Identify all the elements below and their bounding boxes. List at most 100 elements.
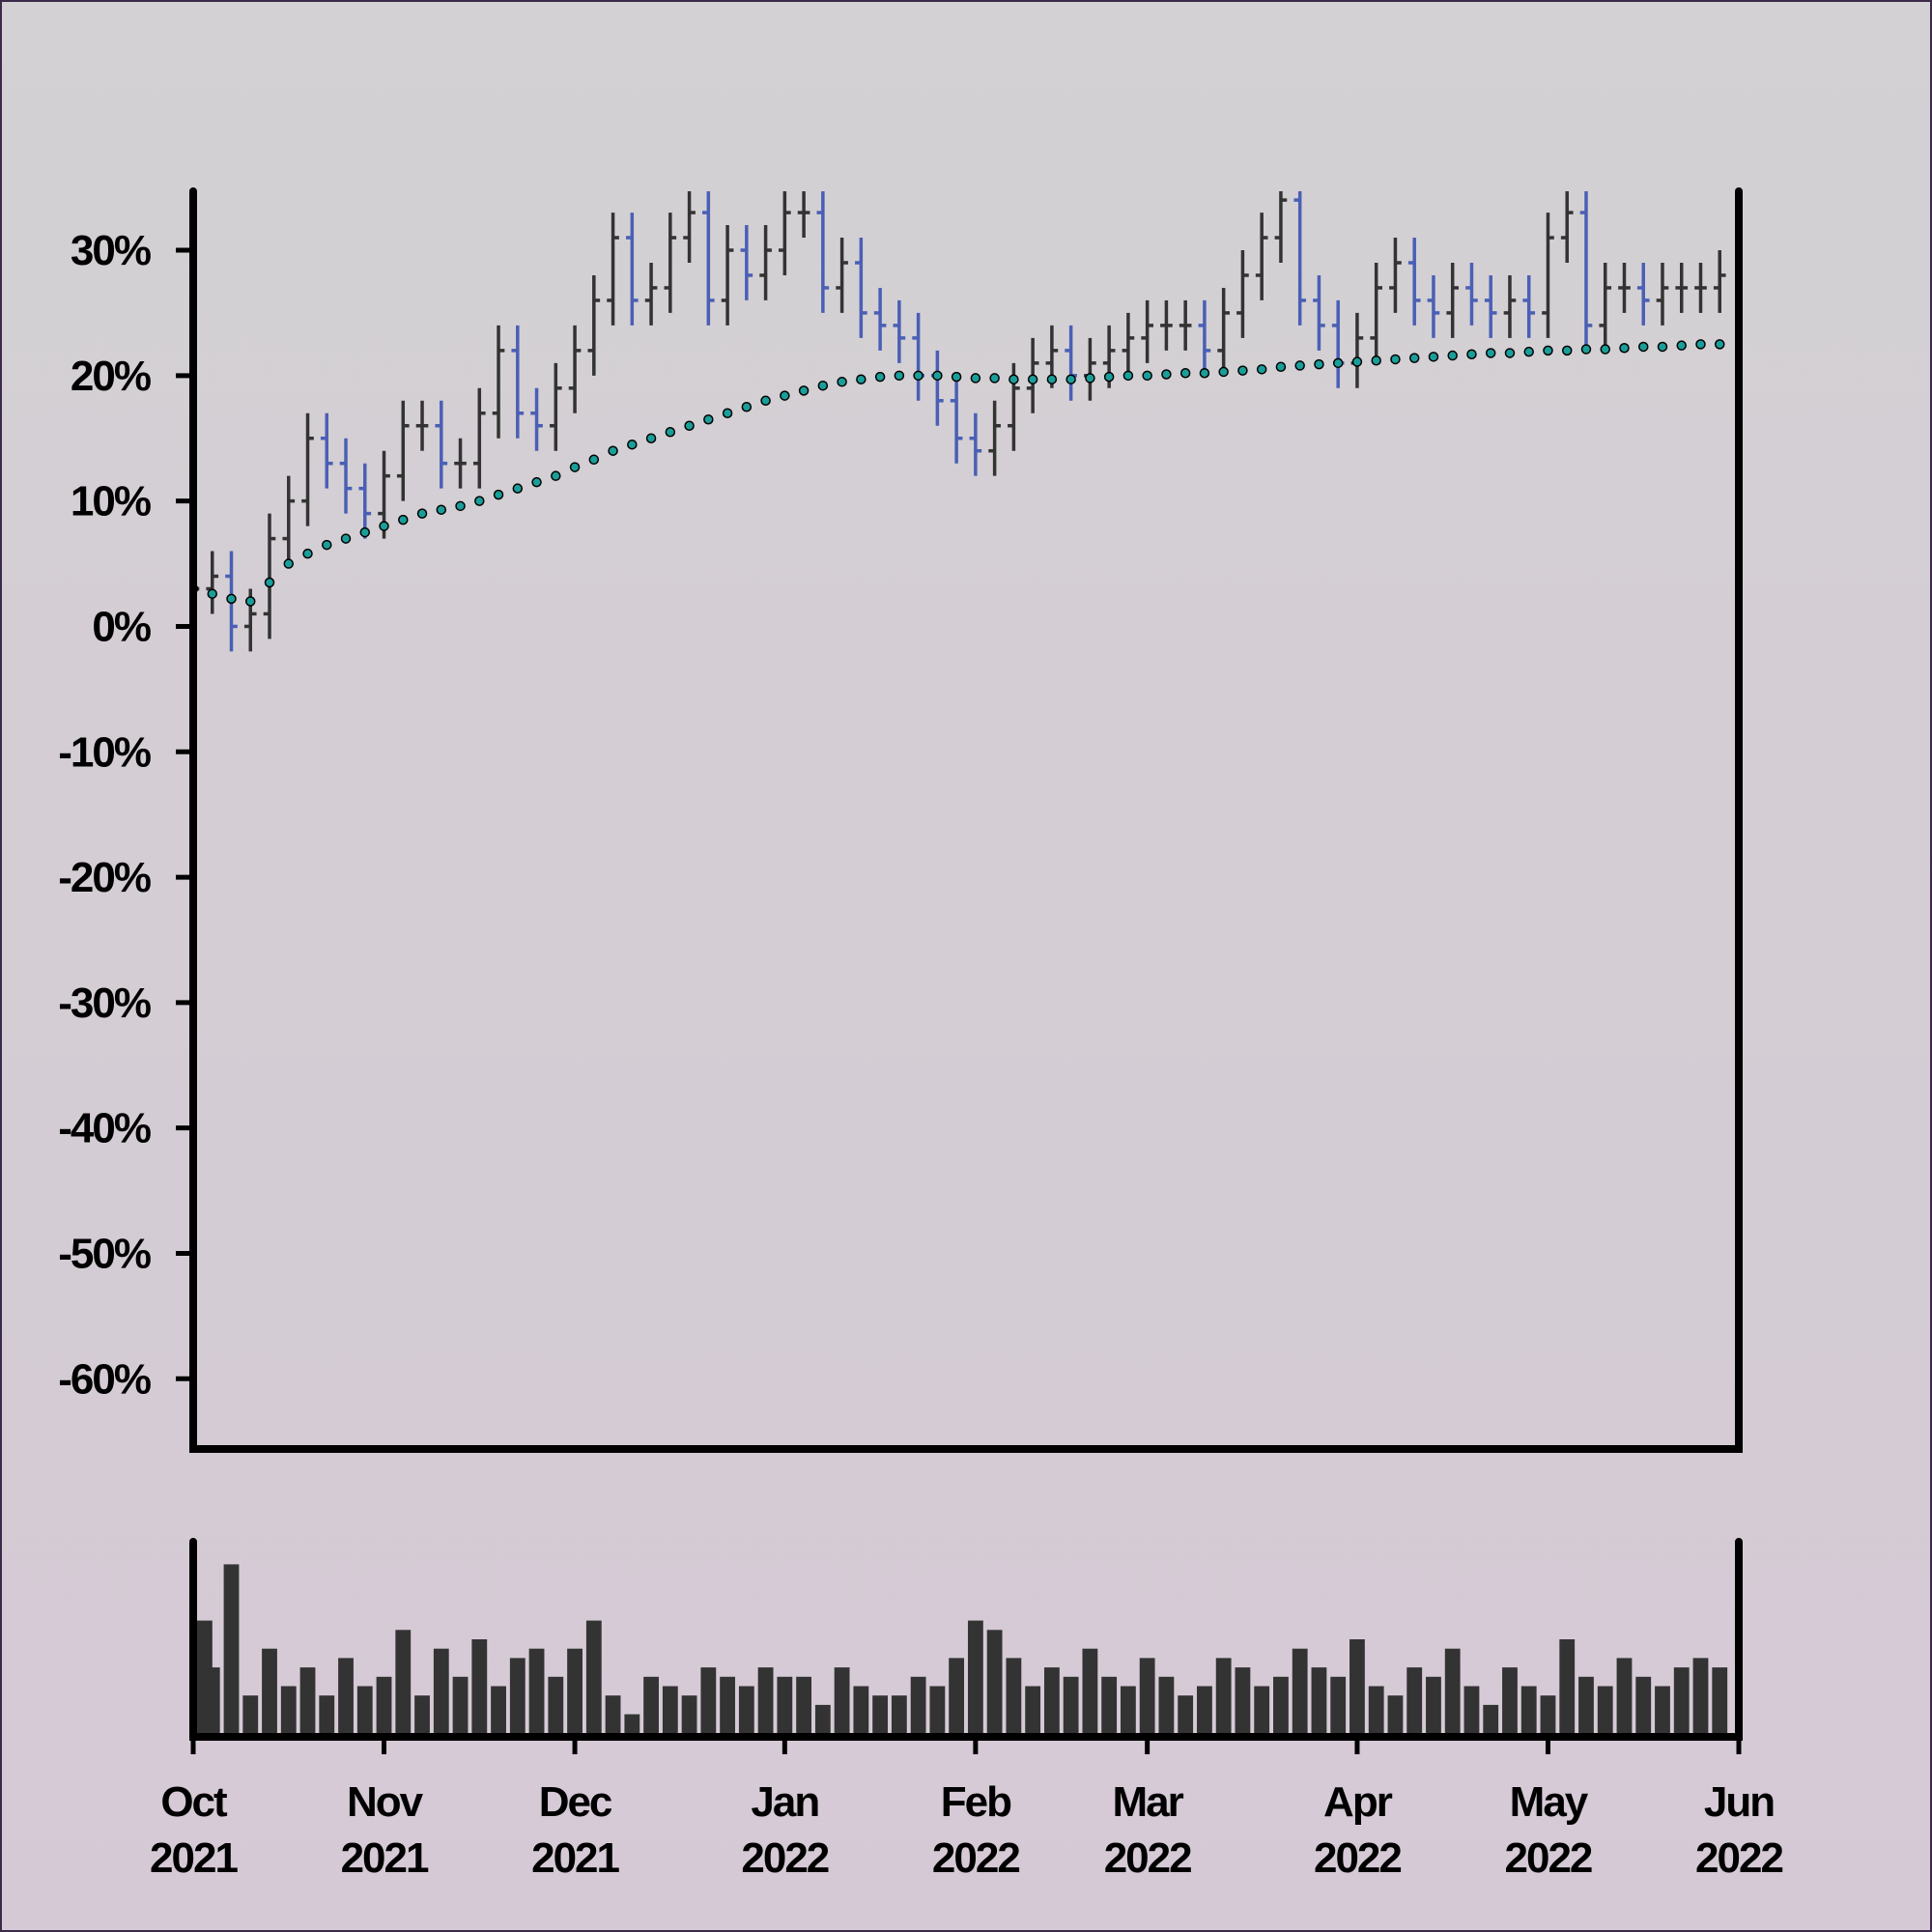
x-tick-label-line: Dec	[539, 1778, 612, 1826]
volume-bar	[1616, 1658, 1633, 1733]
x-tick-label-line: Jun	[1704, 1778, 1774, 1826]
volume-bar	[1712, 1667, 1728, 1733]
moving-average-point	[1237, 365, 1248, 376]
moving-average-point	[874, 371, 886, 383]
volume-bar	[662, 1686, 678, 1733]
volume-bar	[1197, 1686, 1212, 1733]
moving-average-point	[551, 470, 561, 481]
moving-average-point	[264, 577, 275, 588]
volume-bar	[796, 1676, 811, 1733]
volume-bar	[1463, 1686, 1480, 1733]
moving-average-point	[722, 408, 733, 419]
moving-average-point	[1695, 339, 1706, 350]
x-tick-label-line: Apr	[1323, 1778, 1393, 1826]
volume-bar	[1025, 1686, 1041, 1733]
volume-bar	[891, 1695, 907, 1733]
volume-bar	[643, 1676, 659, 1733]
volume-bar	[471, 1639, 488, 1733]
volume-bar	[1635, 1676, 1652, 1733]
volume-bar	[605, 1695, 621, 1733]
x-tick-label-line: 2021	[341, 1834, 429, 1882]
volume-bar	[204, 1667, 220, 1733]
moving-average-point	[569, 462, 581, 472]
y-tick-label: -50%	[58, 1230, 151, 1277]
x-tick-label-line: 2022	[1695, 1834, 1782, 1882]
moving-average-point	[1543, 345, 1553, 356]
volume-bar	[1368, 1686, 1384, 1733]
y-tick-label: -10%	[58, 728, 151, 776]
volume-bar	[1426, 1676, 1441, 1733]
moving-average-point	[1046, 374, 1058, 384]
x-tick-label: Dec 2021	[531, 1778, 619, 1882]
volume-bar	[509, 1658, 526, 1733]
moving-average-point	[1600, 344, 1610, 355]
volume-bar	[777, 1676, 793, 1733]
volume-bar	[681, 1695, 697, 1733]
x-tick-label-line: 2022	[1314, 1834, 1401, 1882]
moving-average-point	[588, 454, 600, 466]
volume-bar	[1178, 1695, 1194, 1733]
moving-average-point	[989, 373, 1000, 384]
volume-bar	[700, 1667, 717, 1733]
price-frame	[189, 187, 1743, 1453]
y-tick-label: 20%	[71, 353, 151, 400]
volume-bar	[1655, 1686, 1670, 1733]
moving-average-point	[1485, 348, 1496, 358]
moving-average-point	[970, 373, 981, 384]
volume-bar	[1063, 1676, 1079, 1733]
volume-plot	[197, 1564, 1728, 1733]
volume-bar	[414, 1695, 430, 1733]
moving-average-point	[1065, 374, 1076, 384]
x-tick-label-line: Feb	[941, 1778, 1011, 1826]
moving-average-point	[1085, 373, 1095, 384]
moving-average-point	[340, 533, 352, 544]
moving-average-point	[207, 588, 218, 599]
x-tick-label-line: 2021	[531, 1834, 619, 1882]
moving-average-point	[817, 380, 829, 391]
volume-bar	[1444, 1648, 1461, 1733]
y-tick-label: 30%	[71, 227, 151, 274]
moving-average-point	[283, 558, 295, 569]
x-tick-label: May 2022	[1505, 1778, 1592, 1882]
volume-bar	[319, 1695, 335, 1733]
moving-average-point	[1103, 371, 1115, 383]
volume-bar	[242, 1695, 259, 1733]
moving-average-point	[1619, 343, 1630, 354]
x-tick-label: Feb 2022	[932, 1778, 1019, 1882]
volume-bar	[280, 1686, 297, 1733]
moving-average-point	[1294, 360, 1305, 371]
moving-average-point	[512, 483, 524, 494]
y-tick-label: -20%	[58, 854, 151, 901]
moving-average-point	[1275, 361, 1287, 372]
moving-average-point	[245, 596, 256, 607]
moving-average-point	[627, 439, 638, 450]
moving-average-point	[780, 390, 790, 401]
x-tick-label: Apr 2022	[1314, 1778, 1401, 1882]
moving-average-point	[894, 370, 905, 382]
volume-bar	[1578, 1676, 1594, 1733]
volume-bar	[1082, 1648, 1098, 1733]
volume-bar	[872, 1695, 889, 1733]
moving-average-point	[703, 414, 714, 425]
volume-bar	[452, 1676, 469, 1733]
x-tick-label-line: 2022	[1505, 1834, 1592, 1882]
volume-bar	[1158, 1676, 1175, 1733]
volume-bar	[1006, 1658, 1022, 1733]
moving-average-point	[856, 374, 867, 384]
volume-bar	[1139, 1658, 1155, 1733]
moving-average-point	[302, 548, 313, 559]
moving-average-point	[1332, 357, 1344, 369]
x-tick-label-line: Jan	[751, 1778, 818, 1826]
volume-bar	[1215, 1658, 1232, 1733]
volume-bar	[395, 1630, 412, 1733]
moving-average-point	[1027, 374, 1038, 384]
volume-bar	[624, 1714, 640, 1733]
volume-bar	[1483, 1704, 1499, 1733]
volume-bar	[1330, 1676, 1347, 1733]
volume-bar	[1043, 1667, 1060, 1733]
volume-bar	[1101, 1676, 1118, 1733]
moving-average-point	[436, 504, 447, 515]
volume-bar	[491, 1686, 506, 1733]
